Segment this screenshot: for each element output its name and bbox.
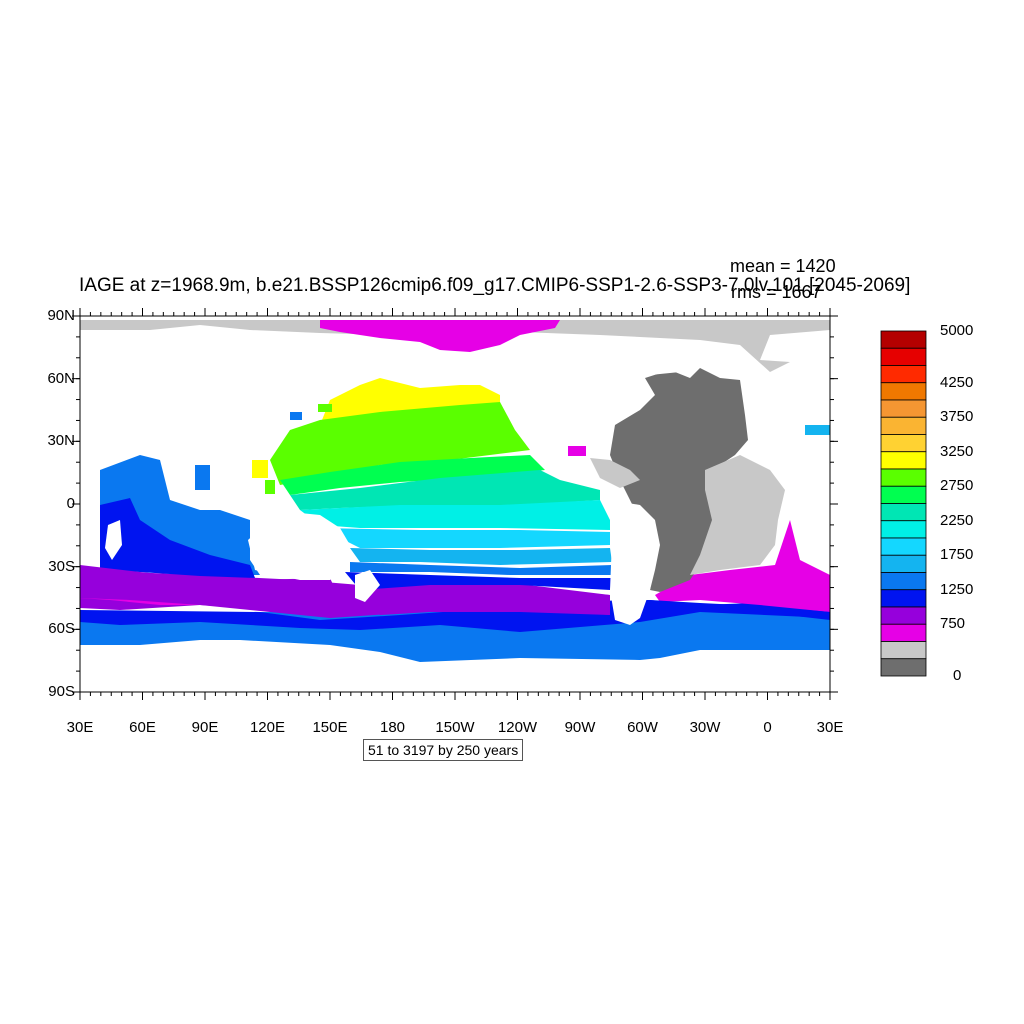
colorbar-label: 1750: [940, 546, 974, 564]
colorbar-swatch: [880, 503, 927, 522]
contour-pac-skyblue: [350, 548, 612, 565]
lon-tick-label: 90E: [191, 719, 219, 736]
rms-stat: rms = 1667: [731, 282, 822, 302]
colorbar-swatch: [880, 399, 927, 418]
colorbar-label: 0: [953, 667, 962, 684]
contour-indian-purple: [80, 565, 340, 612]
patch-gulf-mexico: [568, 446, 586, 456]
land-south-america: [610, 500, 660, 625]
map-plot-area: [80, 316, 830, 692]
colorbar: [880, 330, 927, 677]
colorbar-swatch: [880, 537, 927, 556]
colorbar-swatch: [880, 365, 927, 384]
lon-tick-label: 180: [379, 719, 406, 736]
contour-pac-teal: [290, 470, 600, 510]
land-madagascar: [105, 520, 122, 560]
colorbar-label: 750: [940, 615, 966, 633]
contour-npac-green2: [280, 455, 545, 495]
colorbar-label: 5000: [940, 322, 974, 339]
colorbar-swatch: [880, 658, 927, 677]
contour-atlantic-blue: [650, 600, 830, 620]
colorbar-swatch: [880, 485, 927, 504]
lon-tick-label: 60W: [627, 719, 658, 736]
colorbar-label: 3250: [940, 442, 974, 460]
contour-indian-1000: [100, 498, 255, 578]
lon-tick-label: 120W: [497, 719, 538, 736]
contour-npac-yellow: [320, 378, 500, 425]
contour-atlantic-gray-light: [690, 455, 785, 575]
colorbar-swatch: [880, 434, 927, 453]
colorbar-label: 2250: [940, 511, 974, 529]
lat-tick-label: 0: [66, 495, 75, 512]
contour-arctic-gray: [80, 320, 830, 372]
plot-title: IAGE at z=1968.9m, b.e21.BSSP126cmip6.f0…: [79, 275, 911, 296]
colorbar-label: 3750: [940, 408, 974, 426]
contour-pac-lightcyan: [320, 528, 610, 548]
patch-scs-yellow: [252, 460, 268, 478]
land-nz: [355, 570, 380, 602]
colorbar-swatch: [880, 554, 927, 573]
contour-info-box: 51 to 3197 by 250 years: [363, 739, 524, 761]
lon-tick-label: 0: [763, 719, 772, 736]
lon-tick-label: 30E: [816, 719, 844, 736]
colorbar-swatch: [880, 347, 927, 366]
colorbar-label: 2750: [940, 477, 974, 495]
colorbar-swatch: [880, 330, 927, 349]
lon-tick-label: 120E: [249, 719, 286, 736]
colorbar-swatch: [880, 416, 927, 435]
patch-okhotsk: [318, 404, 332, 412]
patch-arabian: [195, 465, 210, 490]
patch-med: [805, 425, 830, 435]
contour-atlantic-magenta: [655, 520, 830, 612]
patch-japan-sea: [290, 412, 302, 420]
lat-tick-label: 90S: [48, 683, 75, 700]
contour-pac-cyan: [300, 500, 610, 530]
axis-ticks: [72, 308, 838, 700]
lat-tick-label: 60N: [47, 369, 75, 387]
land-australia: [248, 512, 350, 580]
colorbar-swatch: [880, 606, 927, 625]
patch-scs-green: [265, 480, 275, 494]
lon-tick-label: 150E: [312, 719, 348, 736]
land-arctic-canada: [560, 338, 720, 375]
lat-tick-label: 90N: [47, 307, 75, 324]
lat-tick-label: 30S: [48, 557, 75, 575]
contour-pac-dark: [345, 572, 612, 590]
colorbar-label: 4250: [940, 373, 974, 391]
contour-caribbean-gray: [590, 458, 640, 488]
lat-tick-label: 60S: [48, 620, 75, 638]
colorbar-swatch: [880, 641, 927, 660]
contour-npac-green: [270, 402, 530, 485]
lon-tick-label: 30W: [689, 719, 721, 736]
colorbar-swatch: [880, 451, 927, 470]
lon-tick-label: 60E: [129, 719, 156, 736]
colorbar-label: 1250: [940, 580, 974, 598]
land-antarctica: [80, 648, 830, 692]
contour-pac-purple: [360, 588, 610, 615]
lon-tick-label: 90W: [564, 719, 596, 736]
colorbar-swatch: [880, 382, 927, 401]
lon-tick-label: 30E: [66, 719, 94, 736]
contour-pac-blue: [350, 562, 612, 575]
colorbar-swatch: [880, 589, 927, 608]
lon-tick-label: 150W: [435, 719, 475, 736]
colorbar-swatch: [880, 623, 927, 642]
colorbar-swatch: [880, 468, 927, 487]
colorbar-swatch: [880, 520, 927, 539]
mean-stat: mean = 1420: [730, 256, 836, 276]
colorbar-swatch: [880, 572, 927, 591]
contour-arctic-magenta: [320, 320, 560, 352]
lat-tick-label: 30N: [47, 432, 75, 450]
